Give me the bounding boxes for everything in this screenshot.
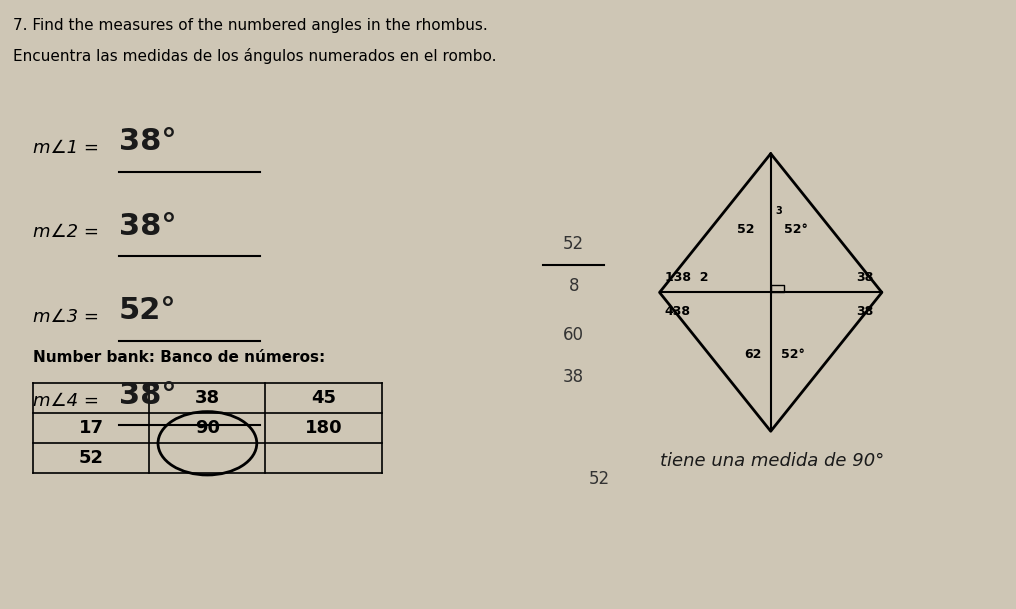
Text: 52°: 52°	[119, 296, 177, 325]
Text: 138  2: 138 2	[664, 271, 708, 284]
Text: m∠2 =: m∠2 =	[34, 223, 105, 241]
Text: 38: 38	[856, 271, 874, 284]
Text: 52: 52	[737, 224, 754, 236]
Text: 52: 52	[78, 449, 104, 467]
Text: 38: 38	[563, 368, 584, 386]
Text: 52: 52	[563, 235, 584, 253]
Text: 52°: 52°	[784, 224, 808, 236]
Text: tiene una medida de 90°: tiene una medida de 90°	[659, 452, 884, 470]
Text: 7. Find the measures of the numbered angles in the rhombus.: 7. Find the measures of the numbered ang…	[13, 18, 488, 33]
Text: 8: 8	[568, 277, 579, 295]
Text: m∠1 =: m∠1 =	[34, 139, 105, 157]
Text: 180: 180	[305, 419, 342, 437]
Text: Encuentra las medidas de los ángulos numerados en el rombo.: Encuentra las medidas de los ángulos num…	[13, 48, 497, 64]
Text: 438: 438	[664, 305, 691, 319]
Text: m∠4 =: m∠4 =	[34, 392, 105, 410]
Text: 38°: 38°	[119, 127, 177, 156]
Text: 45: 45	[311, 389, 336, 407]
Text: 90: 90	[195, 419, 219, 437]
Text: m∠3 =: m∠3 =	[34, 308, 105, 326]
Text: 17: 17	[78, 419, 104, 437]
Text: 38: 38	[856, 305, 874, 319]
Text: 38: 38	[195, 389, 219, 407]
Text: Number bank: Banco de números:: Number bank: Banco de números:	[34, 350, 325, 365]
Text: 60: 60	[563, 326, 584, 343]
Text: 38°: 38°	[119, 381, 177, 409]
Text: 38°: 38°	[119, 211, 177, 241]
Text: 62: 62	[744, 348, 761, 361]
Text: 3: 3	[776, 206, 782, 216]
Text: 52°: 52°	[781, 348, 805, 361]
Text: 52: 52	[588, 471, 610, 488]
